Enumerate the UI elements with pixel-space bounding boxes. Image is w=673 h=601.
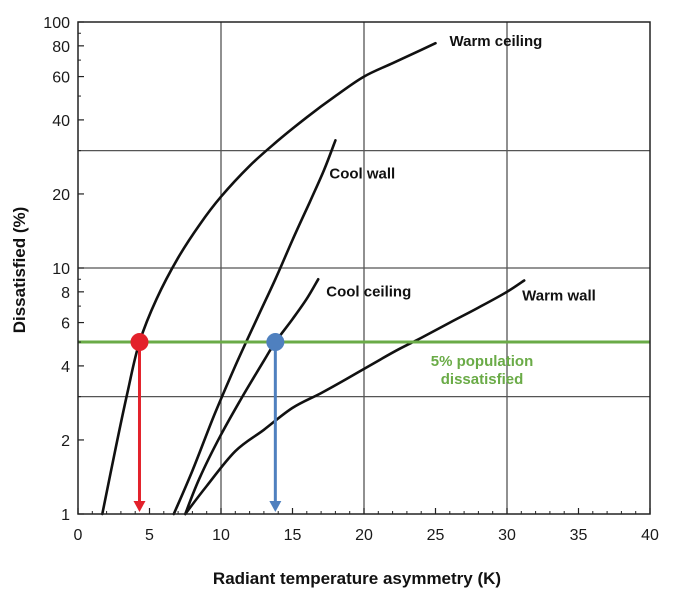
marker-point — [266, 333, 285, 352]
y-tick-label: 40 — [52, 113, 70, 130]
y-tick-label: 2 — [61, 433, 70, 450]
x-tick-label: 35 — [570, 527, 588, 544]
labels: Warm ceiling Cool wall Cool ceiling Warm wa… — [326, 33, 596, 304]
marker-arrow-head — [133, 501, 146, 512]
axes: 0 5 10 15 20 25 30 35 40 1 2 4 6 8 10 20 40 60 80 100 — [43, 15, 659, 544]
series-warm-wall — [184, 279, 526, 516]
y-tick-label: 8 — [61, 285, 70, 302]
threshold-label-line-1: 5% population — [431, 353, 534, 370]
series-cool-ceiling — [184, 278, 320, 516]
series-label-warm-ceiling: Warm ceiling — [450, 33, 543, 50]
marker-point — [130, 333, 149, 352]
series-label-cool-wall: Cool wall — [329, 165, 395, 182]
series-label-cool-ceiling: Cool ceiling — [326, 283, 411, 300]
marker-arrow-head — [269, 501, 282, 512]
x-tick-label: 0 — [74, 527, 83, 544]
series-label-warm-wall: Warm wall — [522, 287, 596, 304]
x-tick-label: 15 — [284, 527, 302, 544]
x-tick-label: 40 — [641, 527, 659, 544]
grid — [78, 22, 650, 514]
y-tick-label: 20 — [52, 187, 70, 204]
y-tick-label: 6 — [61, 316, 70, 333]
y-axis-title: Dissatisfied (%) — [10, 207, 29, 334]
y-tick-label: 60 — [52, 70, 70, 87]
x-tick-label: 10 — [212, 527, 230, 544]
x-axis-title: Radiant temperature asymmetry (K) — [213, 569, 501, 588]
x-tick-label: 30 — [498, 527, 516, 544]
y-tick-label: 100 — [43, 15, 70, 32]
x-tick-label: 5 — [145, 527, 154, 544]
y-tick-label: 1 — [61, 507, 70, 524]
x-tick-label: 20 — [355, 527, 373, 544]
threshold-label-line-2: dissatisfied — [441, 371, 524, 388]
markers — [130, 333, 285, 512]
series-warm-ceiling — [101, 41, 437, 516]
y-tick-label: 10 — [52, 261, 70, 278]
y-tick-label: 4 — [61, 359, 70, 376]
series-cool-wall — [172, 139, 337, 516]
x-tick-label: 25 — [427, 527, 445, 544]
y-tick-label: 80 — [52, 39, 70, 56]
curves — [101, 41, 526, 516]
